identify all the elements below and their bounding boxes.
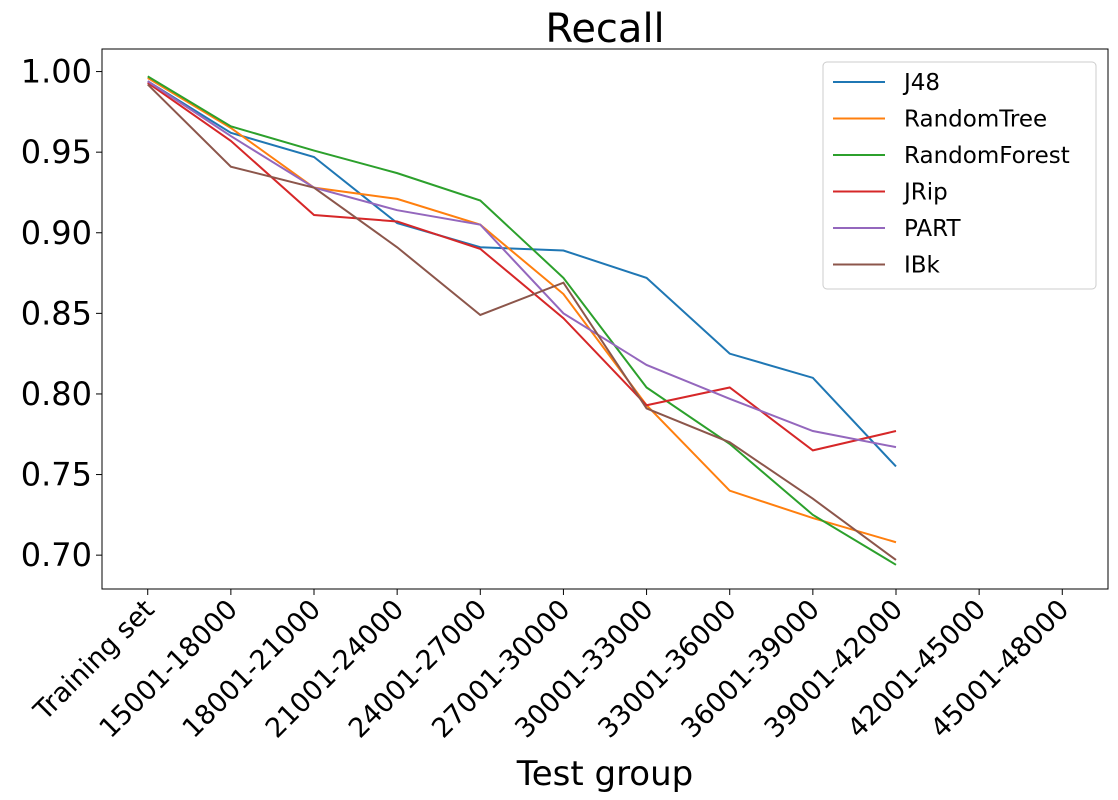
series-line (147, 80, 897, 468)
y-tick-label: 0.90 (21, 214, 92, 252)
series-line (147, 83, 897, 561)
legend-label: RandomForest (904, 143, 1070, 169)
series-line (147, 75, 897, 566)
x-axis-label: Test group (516, 754, 694, 794)
legend-label: JRip (902, 180, 948, 206)
legend-label: J48 (902, 70, 940, 96)
legend-box (822, 61, 1097, 290)
series-line (147, 77, 897, 544)
legend-label: IBk (904, 253, 941, 279)
legend-label: PART (904, 216, 961, 242)
chart-title: Recall (545, 6, 664, 52)
series-line (147, 82, 897, 452)
series-line (147, 80, 897, 449)
y-tick-label: 0.85 (21, 294, 92, 332)
y-tick-label: 0.75 (21, 456, 92, 494)
y-tick-label: 1.00 (21, 53, 92, 91)
legend-label: RandomTree (904, 107, 1047, 133)
plot-area (101, 48, 1109, 590)
y-tick-label: 0.95 (21, 133, 92, 171)
y-tick-label: 0.80 (21, 375, 92, 413)
y-tick-label: 0.70 (21, 536, 92, 574)
